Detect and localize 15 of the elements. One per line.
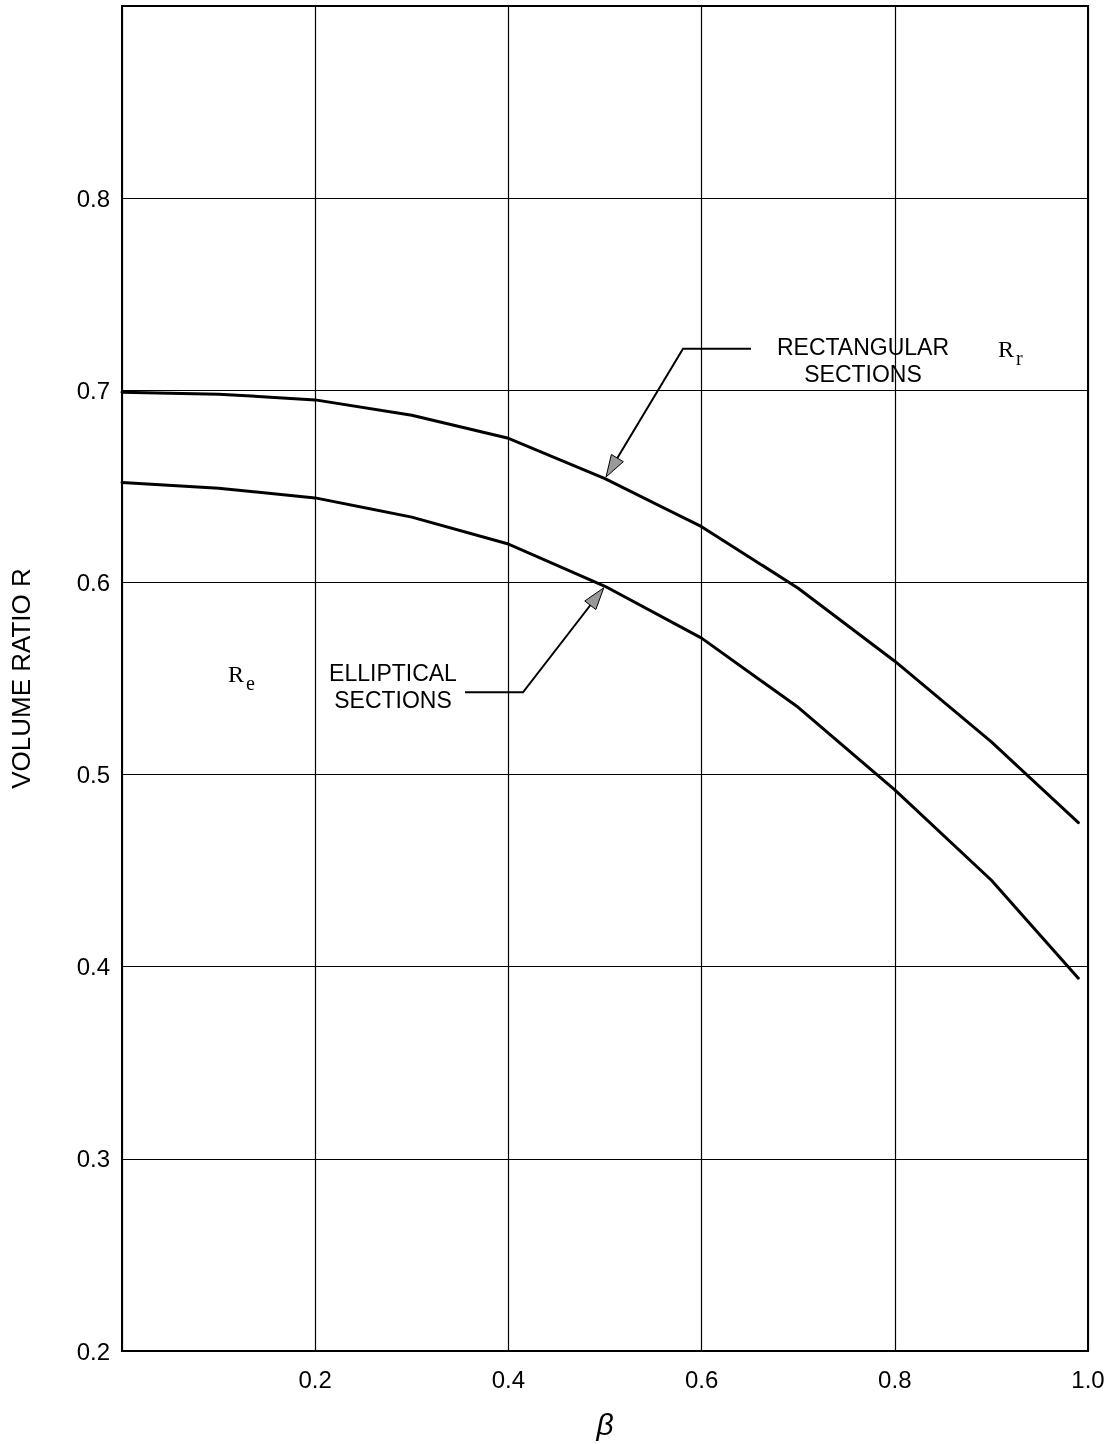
annotation: ELLIPTICAL SECTIONS xyxy=(329,659,458,713)
x-tick-label: 1.0 xyxy=(1071,1365,1105,1393)
y-tick-label: 0.3 xyxy=(76,1145,110,1173)
x-tick-label: 0.4 xyxy=(491,1365,526,1393)
y-tick-label: 0.7 xyxy=(76,376,110,404)
x-tick-label: 0.6 xyxy=(684,1365,719,1393)
y-tick-label: 0.4 xyxy=(76,953,110,981)
y-axis-title: VOLUME RATIO R xyxy=(6,568,36,789)
x-tick-label: 0.8 xyxy=(878,1365,912,1393)
y-tick-label: 0.5 xyxy=(76,761,110,789)
x-tick-label: 0.2 xyxy=(298,1365,332,1393)
y-tick-label: 0.2 xyxy=(76,1337,110,1365)
y-tick-label: 0.6 xyxy=(76,568,110,596)
x-axis-title: β xyxy=(595,1407,614,1441)
y-tick-label: 0.8 xyxy=(76,184,110,212)
